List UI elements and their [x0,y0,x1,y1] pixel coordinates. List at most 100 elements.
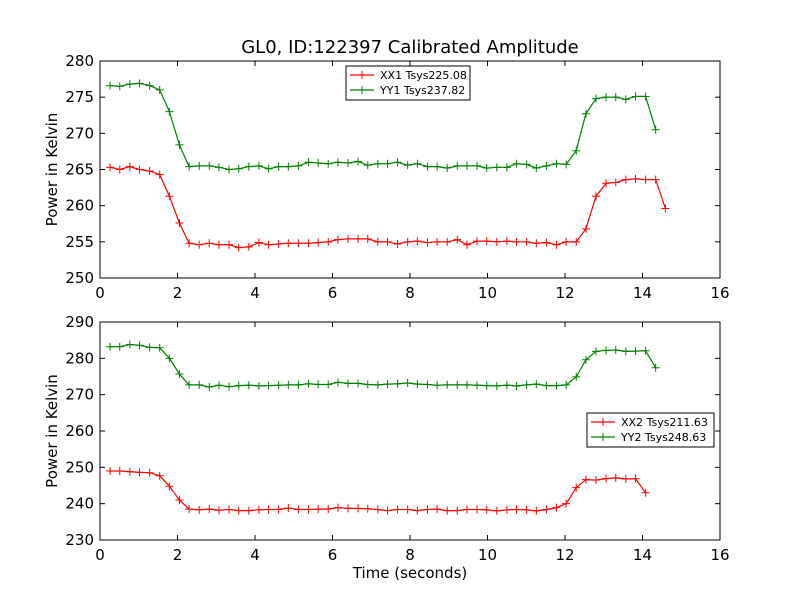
x-tick-label: 8 [405,284,415,302]
data-point [264,164,273,173]
data-point [344,158,352,167]
data-point [185,380,194,389]
data-point [214,381,223,390]
data-point [502,237,511,246]
top-panel: 0 2 4 6 8 10 12 14 16 250 255 260 265 270 275 280 Power … [43,52,730,302]
data-point [165,354,174,363]
x-tick-label: 10 [478,546,497,564]
data-point [244,242,253,251]
bottom-panel: 0 2 4 6 8 10 12 14 16 230 240 250 260 270 280 290 Power … [43,313,730,582]
data-point [482,505,491,514]
data-point [195,505,204,514]
data-point [602,93,611,102]
x-tick-label: 14 [633,546,652,564]
data-point [175,496,184,505]
data-point [641,488,650,497]
data-point [294,161,303,170]
data-point [522,160,531,169]
data-point [106,342,115,351]
y-tick-label: 255 [65,233,94,251]
data-point [631,474,640,483]
data-point [145,343,154,352]
data-point [284,162,293,171]
data-point [383,380,392,389]
chart-title: GL0, ID:122397 Calibrated Amplitude [241,37,579,58]
data-point [423,505,432,514]
data-point [542,505,551,514]
y-tick-label: 260 [65,422,94,440]
data-point [532,239,541,248]
data-point [413,506,422,515]
data-point [185,162,194,171]
data-point [304,505,313,514]
data-point [502,505,511,514]
data-point [383,159,392,168]
data-point [244,381,253,390]
data-point [234,164,243,173]
data-point [185,505,194,514]
data-point [423,380,432,389]
data-point [473,161,482,170]
data-point [284,380,293,389]
data-point [195,380,204,389]
data-point [294,380,303,389]
legend: XX2 Tsys211.63 YY2 Tsys248.63 [586,412,715,448]
data-point [572,146,581,155]
y-tick-label: 260 [65,197,94,215]
data-point [354,379,363,388]
data-point [115,165,124,174]
data-point [621,95,630,104]
data-point [363,234,372,243]
data-point [205,383,214,392]
x-tick-label: 4 [250,546,260,564]
data-point [205,505,214,514]
data-point [562,237,571,246]
data-point [363,380,372,389]
series-line-2 [110,343,657,388]
data-point [581,355,590,364]
data-point [373,505,382,514]
data-point [532,506,541,515]
data-point [443,237,452,246]
data-point [254,161,263,170]
data-point [383,506,392,515]
data-point [631,92,640,101]
data-point [443,380,452,389]
data-point [562,160,571,169]
data-point [324,159,333,168]
data-point [314,238,323,247]
legend-marker [358,71,366,79]
legend-entry: YY2 Tsys248.63 [620,431,706,444]
data-point [363,161,372,170]
data-point [254,238,263,247]
x-axis-label: Time (seconds) [352,564,468,582]
data-point [175,369,184,378]
data-point [522,237,531,246]
data-point [304,239,313,248]
data-point [393,240,402,249]
data-point [641,175,650,184]
data-point [651,363,660,372]
x-tick-label: 12 [555,546,574,564]
data-point [333,378,342,387]
data-point [145,166,154,175]
y-tick-label: 275 [65,88,94,106]
x-tick-label: 6 [328,546,338,564]
legend-entry: XX2 Tsys211.63 [621,416,708,429]
legend-box [586,412,715,448]
plot-area [106,340,660,515]
data-point [502,163,511,172]
data-point [135,165,144,174]
data-point [413,159,422,168]
data-point [592,347,600,356]
data-point [581,224,590,233]
data-point [552,381,561,390]
data-point [165,107,174,116]
data-point [145,468,154,477]
data-point [393,158,402,167]
data-point [413,380,422,389]
data-point [254,381,263,390]
data-point [602,474,611,483]
data-point [492,506,501,515]
data-point [185,239,194,248]
